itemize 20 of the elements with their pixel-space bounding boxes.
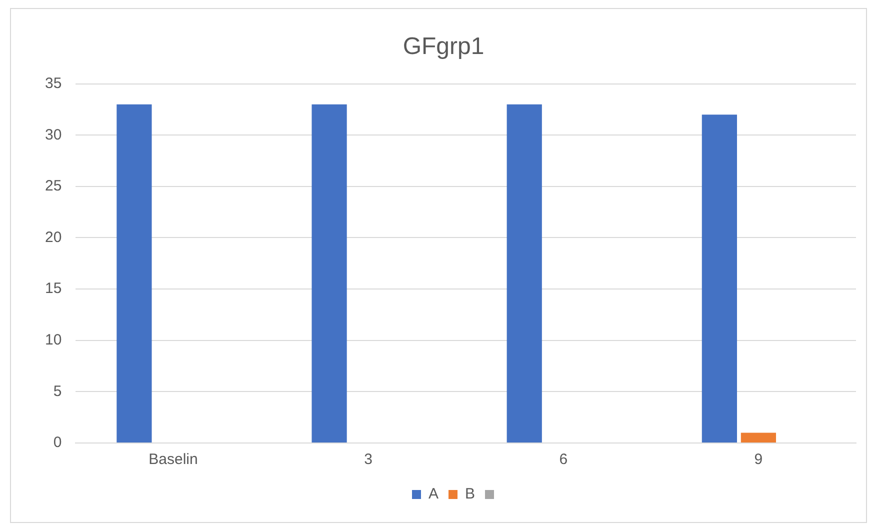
bar [506,104,542,442]
y-tick-label: 10 [44,332,62,349]
legend-label: A [428,486,439,503]
y-tick-label: 20 [44,228,62,246]
chart-title: GFgrp1 [402,33,484,60]
y-tick-label: 5 [53,382,62,400]
bar [702,114,737,442]
x-tick-label: 9 [754,451,763,468]
x-tick-label: 6 [559,451,568,468]
bar [312,104,347,442]
y-tick-label: 0 [53,434,62,452]
bar [740,432,776,442]
bar [116,104,152,442]
x-tick-label: 3 [364,451,372,468]
y-tick-label: 30 [44,126,62,144]
y-tick-label: 25 [44,178,62,195]
legend-label: B [465,486,476,503]
y-tick-label: 15 [44,280,62,298]
x-tick-label: Baselin [148,451,198,468]
y-tick-label: 35 [44,74,62,92]
